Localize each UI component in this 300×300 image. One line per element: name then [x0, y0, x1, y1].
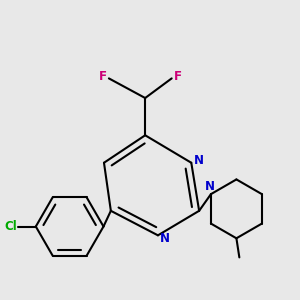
- Text: Cl: Cl: [4, 220, 17, 233]
- Text: F: F: [174, 70, 182, 83]
- Text: N: N: [194, 154, 204, 167]
- Text: N: N: [160, 232, 170, 245]
- Text: F: F: [98, 70, 106, 83]
- Text: N: N: [205, 180, 214, 193]
